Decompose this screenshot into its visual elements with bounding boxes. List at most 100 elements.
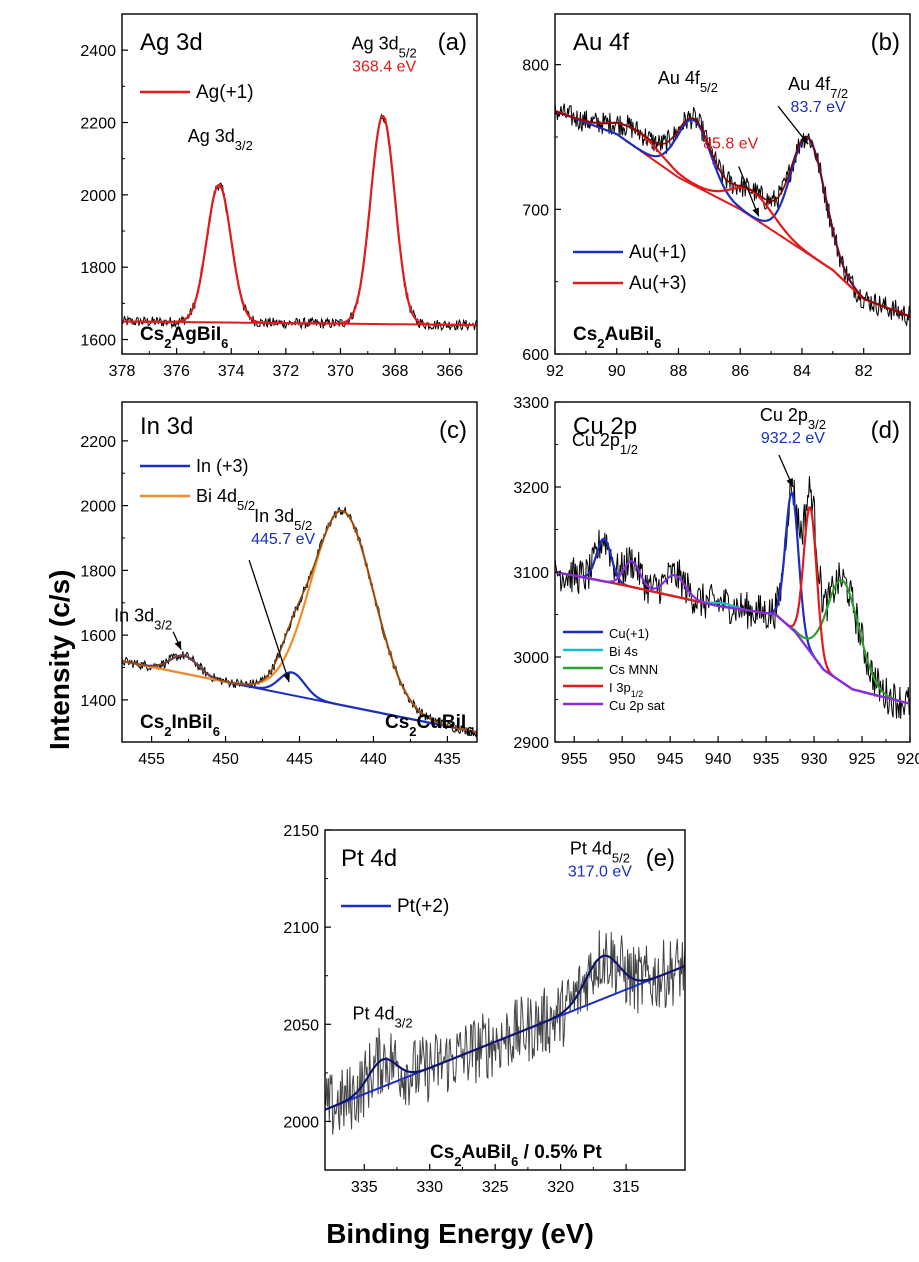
peak-energy-value: 83.7 eV <box>791 99 846 116</box>
peak-energy-value: 445.7 eV <box>251 531 315 548</box>
peak-energy-value: 317.0 eV <box>568 863 632 880</box>
annotation-arrowhead <box>174 640 182 650</box>
peak-label: Cu 2p1/2 <box>572 430 638 457</box>
y-tick-label: 2000 <box>80 499 116 516</box>
panel-label: (b) <box>871 29 900 56</box>
peak-label: In 3d5/2 <box>254 506 312 533</box>
sample-formula: Cs2CuBiI6 <box>385 712 473 739</box>
raw-spectrum <box>325 930 685 1135</box>
y-tick-label: 3300 <box>513 395 549 412</box>
fit-envelope <box>122 510 477 734</box>
y-tick-label: 2050 <box>283 1017 319 1034</box>
peak-label: Cu 2p3/2 <box>760 405 826 432</box>
peak-label: Pt 4d3/2 <box>353 1003 413 1029</box>
peak-label: Ag 3d3/2 <box>188 126 253 153</box>
annotation-arrowhead <box>786 478 793 487</box>
fit-envelope <box>325 954 685 1111</box>
x-tick-label: 455 <box>138 751 165 768</box>
panel-c: 455 450 445 440 435 1400 1600 1800 2000 2200 In 3d… <box>80 401 478 768</box>
y-tick-label: 1400 <box>80 693 116 710</box>
x-tick-label: 82 <box>855 363 873 380</box>
panel-title: Pt 4d <box>341 845 397 872</box>
x-axis-title: Binding Energy (eV) <box>326 1218 594 1249</box>
panel-a: 378 376 374 372 370 368 366 1600 1800 2000 2200 240… <box>80 13 478 380</box>
x-tick-label: 378 <box>109 363 136 380</box>
peak-label: In 3d3/2 <box>114 606 172 633</box>
legend-label: Cs MNN <box>609 662 658 677</box>
y-tick-label: 2900 <box>513 735 549 752</box>
x-tick-label: 445 <box>286 751 313 768</box>
y-tick-label: 3200 <box>513 480 549 497</box>
plot-frame <box>121 13 478 355</box>
peak-energy-value: 932.2 eV <box>761 430 825 447</box>
peak-energy-value: 85.8 eV <box>703 136 758 153</box>
x-tick-label: 366 <box>436 363 463 380</box>
peak-label: Au 4f5/2 <box>658 68 718 95</box>
legend-label: Cu(+1) <box>609 626 649 641</box>
fit-component <box>122 115 477 327</box>
x-tick-label: 950 <box>609 751 636 768</box>
annotation-arrowhead <box>283 673 290 683</box>
legend-label: Pt(+2) <box>397 896 449 917</box>
fit-envelope <box>122 115 477 326</box>
plot-frame <box>324 829 686 1171</box>
legend-label: Au(+1) <box>629 242 687 263</box>
legend-label: Ag(+1) <box>196 82 254 103</box>
panel-label: (e) <box>646 845 675 872</box>
panel-title: Ag 3d <box>140 29 203 56</box>
x-tick-label: 88 <box>670 363 688 380</box>
x-tick-label: 372 <box>272 363 299 380</box>
sample-formula: Cs2InBiI6 <box>140 712 220 739</box>
sample-formula: Cs2AgBiI6 <box>140 324 228 351</box>
x-tick-label: 935 <box>753 751 780 768</box>
panel-label: (a) <box>438 29 467 56</box>
y-tick-label: 2200 <box>80 116 116 133</box>
y-tick-label: 2000 <box>80 188 116 205</box>
x-tick-label: 925 <box>849 751 876 768</box>
peak-label: Pt 4d5/2 <box>570 838 630 865</box>
x-tick-label: 374 <box>218 363 245 380</box>
y-tick-label: 2150 <box>283 823 319 840</box>
y-axis-title: Intensity (c/s) <box>44 569 75 750</box>
legend-label: In (+3) <box>196 456 249 476</box>
y-tick-label: 1600 <box>80 333 116 350</box>
legend-label: Bi 4s <box>609 644 638 659</box>
legend-label: Bi 4d5/2 <box>196 486 255 513</box>
y-tick-label: 600 <box>522 347 549 364</box>
x-tick-label: 435 <box>434 751 461 768</box>
x-tick-label: 920 <box>897 751 919 768</box>
plot-frame <box>121 401 478 743</box>
y-tick-label: 2400 <box>80 43 116 60</box>
x-tick-label: 440 <box>360 751 387 768</box>
panel-title: Au 4f <box>573 29 629 56</box>
fit-envelope <box>555 110 910 318</box>
annotation-arrow <box>248 559 290 683</box>
panel-d: 955 950 945 940 935 930 925 920 2900 3000 3100 3200… <box>385 395 919 768</box>
peak-energy-value: 368.4 eV <box>352 58 416 75</box>
sample-formula: Cs2AuBiI6 <box>573 324 661 351</box>
x-tick-label: 370 <box>327 363 354 380</box>
raw-spectrum <box>555 102 910 326</box>
panel-label: (d) <box>871 417 900 444</box>
y-tick-label: 3100 <box>513 565 549 582</box>
peak-label: Au 4f7/2 <box>788 74 848 101</box>
panel-title: Cu 2p <box>573 413 637 440</box>
x-tick-label: 330 <box>416 1179 443 1196</box>
x-tick-label: 368 <box>382 363 409 380</box>
y-tick-label: 2000 <box>283 1114 319 1131</box>
panel-title: In 3d <box>140 413 193 440</box>
peak-label: Ag 3d5/2 <box>352 33 417 60</box>
y-tick-label: 3000 <box>513 650 549 667</box>
sample-formula: Cs2AuBiI6 / 0.5% Pt <box>430 1142 602 1169</box>
plot-frame <box>554 13 911 355</box>
y-tick-label: 2100 <box>283 920 319 937</box>
legend-label: I 3p1/2 <box>609 680 643 699</box>
y-tick-label: 1800 <box>80 563 116 580</box>
x-tick-label: 90 <box>608 363 626 380</box>
annotation-arrowhead <box>800 135 809 145</box>
x-tick-label: 325 <box>482 1179 509 1196</box>
panel-label: (c) <box>439 417 467 444</box>
annotation-arrow <box>738 166 760 217</box>
x-tick-label: 945 <box>657 751 684 768</box>
